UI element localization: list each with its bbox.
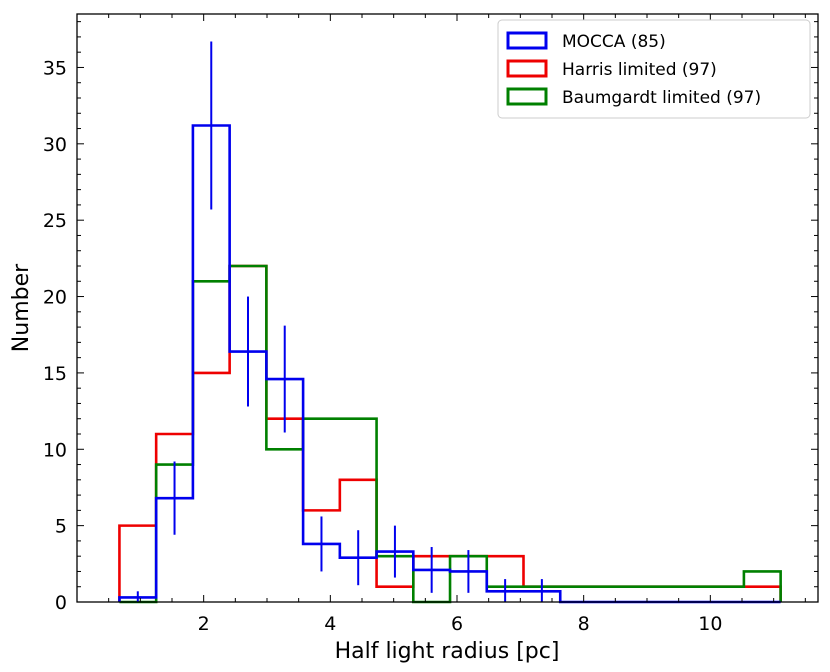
step-outline-mocca <box>118 124 781 604</box>
y-tick-label: 0 <box>55 592 67 614</box>
legend-label-baumgardt: Baumgardt limited (97) <box>562 88 761 108</box>
tick-layer: 2 4 6 8 10 0 5 10 15 20 25 30 35 <box>43 14 818 635</box>
y-tick-label: 35 <box>43 57 67 79</box>
step-outline-baumgardt <box>119 264 782 604</box>
x-tick-label: 8 <box>578 613 590 635</box>
legend-swatch-mocca <box>506 31 548 50</box>
y-tick-label: 10 <box>43 439 67 461</box>
legend-swatch-baumgardt <box>506 87 548 106</box>
y-axis-label: Number <box>9 263 34 352</box>
series-baumgardt <box>119 264 782 604</box>
series-mocca <box>118 41 781 604</box>
y-tick-label: 25 <box>43 210 67 232</box>
legend-label-harris: Harris limited (97) <box>562 60 717 80</box>
y-tick-label: 30 <box>43 134 67 156</box>
series-layer <box>118 41 782 604</box>
legend-swatch-harris <box>506 59 548 78</box>
x-tick-label: 4 <box>324 613 336 635</box>
y-tick-label: 20 <box>43 287 67 309</box>
x-tick-label: 10 <box>698 613 722 635</box>
plot-frame <box>76 13 819 603</box>
series-harris <box>118 264 782 602</box>
x-tick-label: 6 <box>451 613 463 635</box>
legend-box <box>497 19 811 119</box>
x-axis-label: Half light radius [pc] <box>335 639 560 664</box>
y-tick-label: 15 <box>43 363 67 385</box>
y-tick-label: 5 <box>55 516 67 538</box>
legend-label-mocca: MOCCA (85) <box>562 32 666 52</box>
step-outline-harris <box>118 264 782 602</box>
x-tick-label: 2 <box>198 613 210 635</box>
legend: MOCCA (85) Harris limited (97) Baumgardt… <box>497 19 811 119</box>
